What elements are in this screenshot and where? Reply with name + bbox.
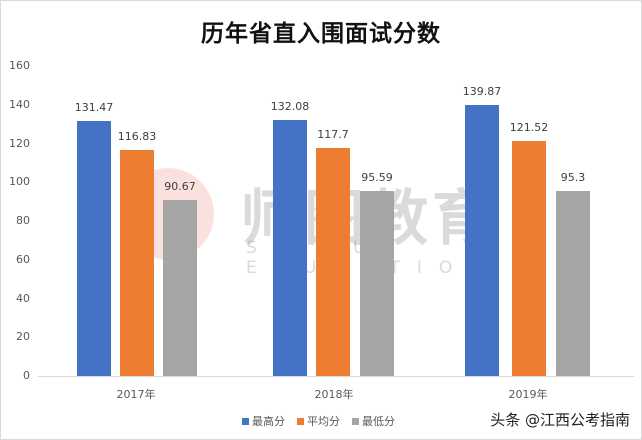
- x-label-2019: 2019年: [508, 388, 548, 401]
- bar: [360, 190, 394, 376]
- bar: [120, 149, 154, 376]
- y-tick: 80: [16, 214, 30, 227]
- legend-label: 最低分: [362, 415, 395, 428]
- y-tick: 120: [9, 137, 30, 150]
- data-label: 139.87: [462, 85, 502, 98]
- y-tick: 20: [16, 330, 30, 343]
- bar: [316, 147, 350, 376]
- legend-swatch-icon: [297, 417, 304, 425]
- y-tick: 100: [9, 175, 30, 188]
- legend: 最高分 平均分 最低分: [242, 413, 395, 429]
- bar: [273, 120, 307, 376]
- data-label: 116.83: [117, 129, 157, 143]
- legend-item-min: 最低分: [352, 413, 395, 429]
- y-tick: 160: [9, 59, 30, 72]
- y-tick: 60: [16, 253, 30, 266]
- x-label-2018: 2018年: [314, 388, 354, 401]
- legend-item-max: 最高分: [242, 413, 285, 429]
- data-label: 117.7: [317, 127, 349, 141]
- legend-label: 最高分: [252, 415, 285, 428]
- y-tick: 0: [23, 369, 30, 382]
- source-credit: 头条 @江西公考指南: [490, 411, 630, 429]
- data-label: 131.47: [74, 101, 114, 115]
- bar: [163, 200, 197, 376]
- chart-title: 历年省直入围面试分数: [201, 21, 441, 47]
- bar: [77, 121, 111, 376]
- data-label: 95.3: [560, 171, 586, 185]
- data-label: 121.52: [509, 120, 549, 134]
- bar: [465, 105, 499, 376]
- x-axis-line: [38, 376, 634, 377]
- x-label-2017: 2017年: [116, 388, 156, 401]
- legend-swatch-icon: [352, 417, 359, 425]
- data-label: 132.08: [270, 100, 310, 114]
- data-label: 95.59: [361, 170, 393, 184]
- data-label: 90.67: [164, 180, 196, 194]
- legend-item-avg: 平均分: [297, 413, 340, 429]
- bar: [556, 191, 590, 376]
- y-tick: 140: [9, 98, 30, 111]
- y-tick: 40: [16, 292, 30, 305]
- legend-label: 平均分: [307, 415, 340, 428]
- legend-swatch-icon: [242, 417, 249, 425]
- bar: [512, 140, 546, 376]
